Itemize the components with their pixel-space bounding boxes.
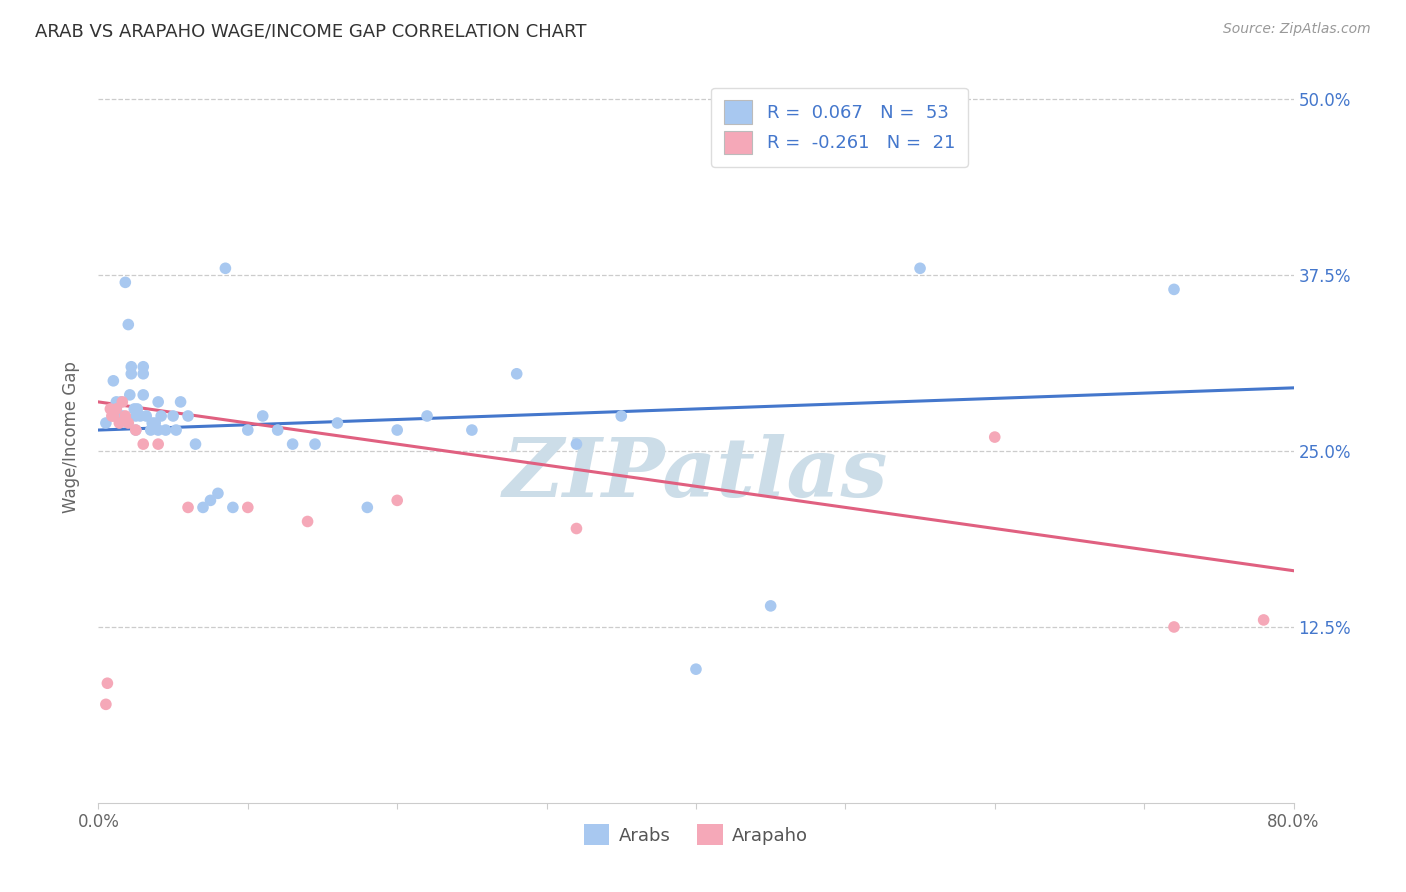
Point [111, 409, 134, 423]
Point [908, 261, 931, 276]
Point [191, 500, 214, 515]
Point [297, 515, 319, 529]
Point [610, 409, 633, 423]
Point [111, 395, 134, 409]
Point [139, 423, 162, 437]
Point [148, 423, 170, 437]
Point [105, 401, 128, 416]
Point [117, 416, 139, 430]
Point [356, 500, 378, 515]
Point [148, 437, 170, 451]
Point [117, 318, 139, 332]
Point [1163, 620, 1185, 634]
Point [132, 359, 155, 374]
Point [984, 430, 1007, 444]
Point [252, 409, 274, 423]
Point [143, 416, 166, 430]
Point [132, 388, 155, 402]
Point [416, 409, 439, 423]
Point [565, 521, 588, 535]
Y-axis label: Wage/Income Gap: Wage/Income Gap [62, 361, 80, 513]
Point [385, 493, 409, 508]
Point [125, 423, 148, 437]
Point [129, 409, 152, 423]
Point [281, 437, 304, 451]
Point [132, 437, 155, 451]
Point [177, 500, 200, 515]
Point [236, 500, 259, 515]
Point [385, 423, 409, 437]
Point [214, 261, 236, 276]
Point [759, 599, 782, 613]
Point [165, 423, 187, 437]
Point [103, 409, 125, 423]
Point [148, 395, 170, 409]
Point [326, 416, 349, 430]
Point [125, 409, 148, 423]
Point [155, 423, 177, 437]
Point [184, 437, 207, 451]
Point [565, 437, 588, 451]
Point [114, 409, 136, 423]
Point [120, 367, 142, 381]
Point [162, 409, 184, 423]
Point [114, 276, 136, 290]
Point [207, 486, 229, 500]
Point [124, 401, 146, 416]
Point [101, 409, 124, 423]
Point [267, 423, 290, 437]
Point [127, 401, 149, 416]
Point [120, 359, 142, 374]
Point [304, 437, 326, 451]
Point [177, 409, 200, 423]
Point [169, 395, 191, 409]
Point [125, 423, 148, 437]
Text: ZIPatlas: ZIPatlas [503, 434, 889, 514]
Text: Source: ZipAtlas.com: Source: ZipAtlas.com [1223, 22, 1371, 37]
Point [110, 395, 132, 409]
Point [98, 401, 122, 416]
Point [96, 676, 118, 690]
Point [132, 367, 155, 381]
Point [141, 416, 163, 430]
Point [103, 374, 125, 388]
Point [105, 395, 128, 409]
Text: ARAB VS ARAPAHO WAGE/INCOME GAP CORRELATION CHART: ARAB VS ARAPAHO WAGE/INCOME GAP CORRELAT… [35, 22, 586, 40]
Point [461, 423, 484, 437]
Point [150, 409, 173, 423]
Point [1163, 282, 1185, 296]
Point [135, 409, 157, 423]
Point [118, 388, 141, 402]
Point [94, 416, 117, 430]
Point [200, 493, 222, 508]
Point [94, 698, 117, 712]
Point [236, 423, 259, 437]
Point [1253, 613, 1275, 627]
Point [685, 662, 707, 676]
Point [506, 367, 529, 381]
Point [108, 416, 131, 430]
Point [222, 500, 245, 515]
Legend: Arabs, Arapaho: Arabs, Arapaho [576, 817, 815, 852]
